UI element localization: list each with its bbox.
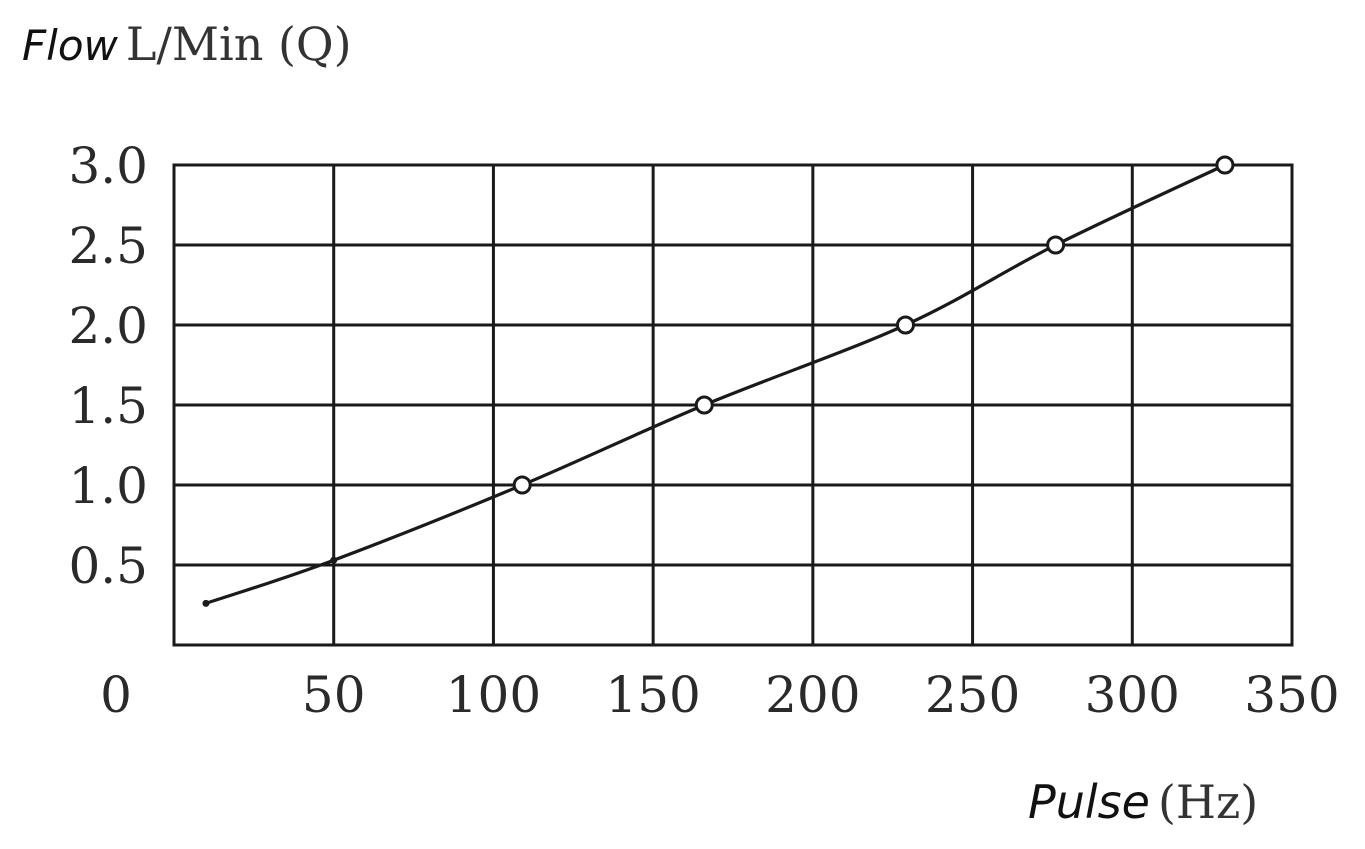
x-tick-label: 300 [1085,666,1180,724]
flow-curve [204,163,1227,605]
x-tick-label: 150 [605,666,700,724]
y-axis-ticks: 0.5 1.0 1.5 2.0 2.5 3.0 [68,137,148,595]
y-tick-label: 3.0 [68,137,148,195]
data-markers [202,155,1235,607]
x-tick-label: 250 [925,666,1020,724]
data-point-marker [694,395,714,415]
y-tick-label: 1.5 [68,377,148,435]
y-axis-title-unit: L/Min (Q) [126,17,352,71]
x-axis-title: Pulse (Hz) [1028,775,1258,829]
x-axis-ticks: 0 50 100 150 200 250 300 350 [100,666,1340,724]
x-axis-title-unit: (Hz) [1158,775,1258,829]
data-point-marker [895,315,915,335]
y-axis-title: Flow L/Min (Q) [22,17,352,71]
plot-grid [172,163,1294,647]
x-tick-label: 50 [302,666,366,724]
x-origin-label: 0 [100,666,132,724]
curve-dot [330,556,338,564]
y-tick-label: 0.5 [68,537,148,595]
y-tick-label: 2.0 [68,297,148,355]
x-axis-title-word: Pulse [1028,775,1150,829]
data-point-marker [512,475,532,495]
y-tick-label: 1.0 [68,457,148,515]
y-tick-label: 2.5 [68,217,148,275]
data-point-marker [1215,155,1235,175]
x-tick-label: 350 [1244,666,1339,724]
data-point-marker [1046,235,1066,255]
x-tick-label: 100 [446,666,541,724]
x-tick-label: 200 [765,666,860,724]
curve-dot [202,599,210,607]
y-axis-title-word: Flow [22,21,119,70]
